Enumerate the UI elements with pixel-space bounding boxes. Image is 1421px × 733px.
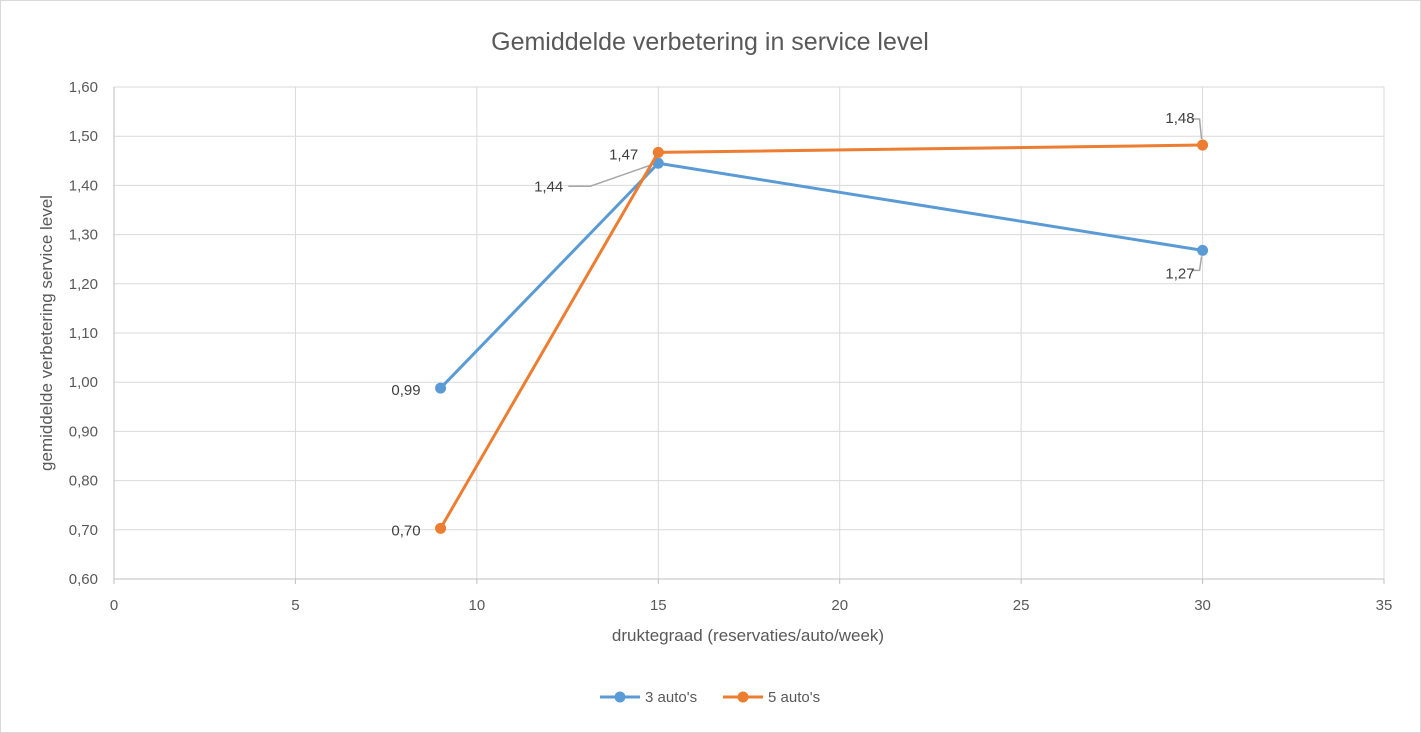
data-label: 1,48 <box>1165 110 1194 127</box>
data-label-leader-lines <box>568 118 1203 272</box>
legend: 3 auto's 5 auto's <box>600 689 820 706</box>
data-point <box>1197 139 1209 151</box>
series-line-2 <box>439 143 1205 530</box>
data-point <box>1197 244 1209 256</box>
data-labels: 0,99 1,44 1,27 0,70 1,47 1,48 <box>391 110 1194 539</box>
data-label: 1,27 <box>1165 265 1194 282</box>
chart-title: Gemiddelde verbetering in service level <box>491 28 929 56</box>
data-label: 0,99 <box>391 382 420 399</box>
x-tick-label: 15 <box>650 597 667 614</box>
x-tick-label: 35 <box>1376 597 1393 614</box>
x-axis-tick-labels: 0 5 10 15 20 25 30 35 <box>110 597 1393 614</box>
y-tick-label: 1,20 <box>69 276 98 293</box>
gridlines <box>113 86 1385 584</box>
x-tick-label: 25 <box>1013 597 1030 614</box>
y-tick-label: 0,70 <box>69 522 98 539</box>
data-point <box>652 146 664 158</box>
y-tick-label: 1,00 <box>69 374 98 391</box>
y-axis-title: gemiddelde verbetering service level <box>37 195 56 471</box>
x-axis-title: druktegraad (reservaties/auto/week) <box>612 626 884 645</box>
y-tick-label: 1,40 <box>69 177 98 194</box>
y-tick-label: 1,10 <box>69 325 98 342</box>
x-tick-label: 5 <box>291 597 299 614</box>
y-tick-label: 0,60 <box>69 571 98 588</box>
legend-marker <box>614 691 626 703</box>
data-point <box>435 382 447 394</box>
y-axis-tick-labels: 0,60 0,70 0,80 0,90 1,00 1,10 1,20 1,30 1,40 1,50… <box>69 79 98 588</box>
x-tick-label: 0 <box>110 597 118 614</box>
legend-marker <box>737 691 749 703</box>
data-label: 0,70 <box>391 522 420 539</box>
x-tick-label: 30 <box>1194 597 1211 614</box>
y-tick-label: 1,60 <box>69 79 98 96</box>
series-line-1 <box>439 161 1205 390</box>
data-label-leader <box>1191 118 1203 140</box>
y-tick-label: 0,90 <box>69 423 98 440</box>
legend-label: 3 auto's <box>645 689 697 706</box>
x-tick-label: 10 <box>469 597 486 614</box>
series-group <box>435 139 1209 534</box>
y-tick-label: 1,50 <box>69 128 98 145</box>
data-label-leader <box>1191 256 1203 272</box>
y-tick-label: 0,80 <box>69 473 98 490</box>
data-label-leader <box>568 164 651 188</box>
data-point <box>435 522 447 534</box>
data-point <box>652 157 664 169</box>
x-tick-label: 20 <box>831 597 848 614</box>
y-tick-label: 1,30 <box>69 227 98 244</box>
data-label: 1,47 <box>609 146 638 163</box>
legend-label: 5 auto's <box>768 689 820 706</box>
data-label: 1,44 <box>534 178 563 195</box>
